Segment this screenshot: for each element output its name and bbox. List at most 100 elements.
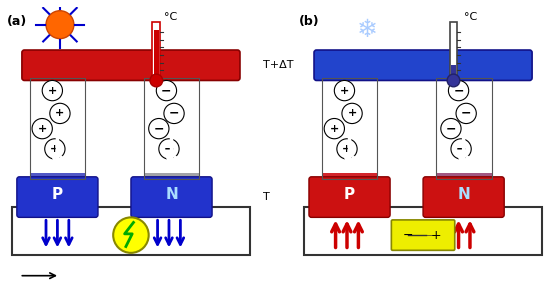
Bar [322, 174, 377, 178]
Bar [322, 173, 377, 176]
Bar [143, 174, 199, 178]
Bar [436, 173, 491, 177]
Text: +: + [430, 229, 441, 242]
Bar [451, 65, 456, 75]
Bar [143, 176, 199, 179]
Bar [29, 174, 85, 177]
Bar [436, 174, 491, 178]
Bar [143, 173, 199, 176]
Bar [29, 173, 85, 177]
Bar [322, 175, 377, 178]
Text: −: − [403, 229, 413, 242]
Circle shape [50, 103, 70, 124]
Circle shape [164, 103, 184, 124]
Bar [143, 174, 199, 178]
Circle shape [342, 103, 362, 124]
Bar [29, 173, 85, 177]
Bar [29, 175, 85, 179]
Bar [436, 174, 491, 177]
Text: −: − [456, 142, 466, 156]
Circle shape [32, 119, 52, 139]
Bar [322, 174, 377, 177]
Bar [436, 173, 491, 177]
Circle shape [337, 139, 357, 159]
Bar [143, 173, 199, 177]
Bar [143, 173, 199, 177]
Bar [322, 175, 377, 179]
Bar [143, 176, 199, 179]
Circle shape [324, 119, 345, 139]
Bar [29, 174, 85, 178]
Bar [29, 174, 85, 177]
Bar [322, 173, 377, 177]
Bar [143, 174, 199, 178]
Bar [436, 78, 491, 179]
Bar [29, 173, 85, 177]
Text: +: + [330, 124, 339, 134]
Bar [143, 174, 199, 177]
Text: N: N [165, 187, 178, 202]
Text: −: − [446, 122, 456, 135]
Bar [436, 174, 491, 178]
Bar [322, 175, 377, 179]
Bar [29, 176, 85, 179]
Bar [322, 175, 377, 178]
Circle shape [441, 119, 461, 139]
Bar [436, 176, 491, 179]
Bar [29, 78, 85, 179]
Bar [29, 176, 85, 179]
FancyBboxPatch shape [22, 50, 240, 80]
Circle shape [148, 119, 169, 139]
Bar [436, 173, 491, 177]
Bar [436, 174, 491, 177]
Bar [143, 175, 199, 179]
Bar [143, 173, 199, 177]
Bar [143, 173, 199, 176]
Bar [436, 173, 491, 176]
Bar [436, 176, 491, 179]
Bar [322, 174, 377, 178]
Text: +: + [342, 144, 352, 154]
Circle shape [150, 74, 163, 87]
Bar [143, 176, 199, 179]
Bar [436, 176, 491, 179]
Text: °C: °C [464, 12, 477, 22]
Text: −: − [153, 122, 164, 135]
Bar [436, 175, 491, 179]
Bar [143, 173, 199, 176]
Bar [143, 175, 199, 178]
Text: N: N [457, 187, 470, 202]
Bar [29, 174, 85, 177]
Bar [322, 78, 377, 179]
Bar [143, 173, 199, 177]
Bar [322, 176, 377, 179]
Circle shape [451, 139, 471, 159]
Bar [322, 174, 377, 177]
FancyBboxPatch shape [423, 177, 504, 217]
Bar [143, 174, 199, 177]
FancyBboxPatch shape [309, 177, 390, 217]
Bar [143, 176, 199, 179]
Text: (b): (b) [299, 15, 320, 28]
Bar [29, 174, 85, 177]
Bar [143, 174, 199, 177]
Bar [322, 173, 377, 176]
Bar [436, 174, 491, 178]
Text: −: − [453, 84, 464, 97]
Bar [436, 176, 491, 179]
Text: −: − [161, 84, 172, 97]
Bar [322, 176, 377, 179]
Text: −: − [164, 142, 174, 156]
Bar [436, 175, 491, 179]
Bar [322, 173, 377, 176]
Bar [322, 173, 377, 177]
Bar [29, 174, 85, 177]
Bar [436, 174, 491, 177]
Bar [322, 174, 377, 178]
Bar [322, 174, 377, 177]
Text: −: − [461, 107, 471, 120]
Bar [143, 175, 199, 179]
Bar [436, 174, 491, 178]
Bar [322, 175, 377, 178]
Bar [322, 175, 377, 179]
